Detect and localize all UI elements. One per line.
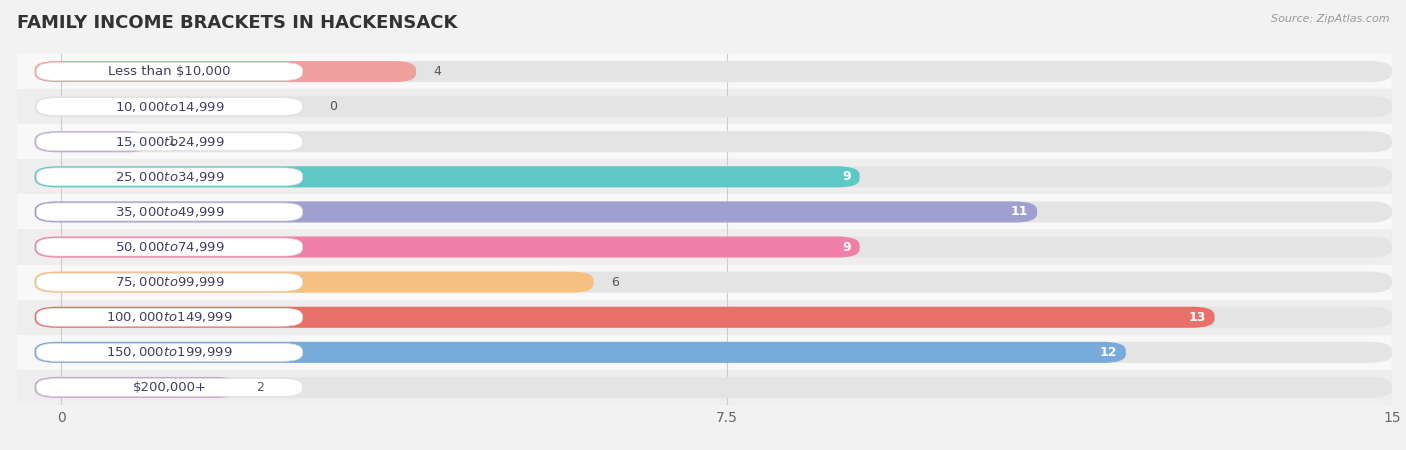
FancyBboxPatch shape: [35, 342, 1126, 363]
Text: 9: 9: [842, 241, 851, 253]
Text: $150,000 to $199,999: $150,000 to $199,999: [107, 345, 233, 360]
FancyBboxPatch shape: [35, 307, 1215, 328]
FancyBboxPatch shape: [35, 377, 239, 398]
Text: $25,000 to $34,999: $25,000 to $34,999: [115, 170, 225, 184]
FancyBboxPatch shape: [37, 238, 302, 256]
FancyBboxPatch shape: [37, 203, 302, 221]
Text: 2: 2: [256, 381, 264, 394]
Text: 4: 4: [434, 65, 441, 78]
FancyBboxPatch shape: [37, 63, 302, 81]
FancyBboxPatch shape: [35, 272, 593, 292]
Text: $50,000 to $74,999: $50,000 to $74,999: [115, 240, 225, 254]
Text: 6: 6: [612, 276, 619, 288]
FancyBboxPatch shape: [35, 202, 1392, 222]
Text: 13: 13: [1188, 311, 1205, 324]
FancyBboxPatch shape: [37, 308, 302, 326]
FancyBboxPatch shape: [35, 377, 1392, 398]
FancyBboxPatch shape: [35, 131, 150, 152]
FancyBboxPatch shape: [35, 237, 859, 257]
FancyBboxPatch shape: [35, 202, 1038, 222]
FancyBboxPatch shape: [35, 166, 859, 187]
FancyBboxPatch shape: [37, 273, 302, 291]
FancyBboxPatch shape: [35, 166, 1392, 187]
Text: Less than $10,000: Less than $10,000: [108, 65, 231, 78]
FancyBboxPatch shape: [35, 131, 1392, 152]
FancyBboxPatch shape: [17, 159, 1392, 194]
Text: $15,000 to $24,999: $15,000 to $24,999: [115, 135, 225, 149]
FancyBboxPatch shape: [37, 378, 302, 396]
FancyBboxPatch shape: [37, 168, 302, 186]
Text: FAMILY INCOME BRACKETS IN HACKENSACK: FAMILY INCOME BRACKETS IN HACKENSACK: [17, 14, 457, 32]
FancyBboxPatch shape: [35, 272, 1392, 292]
FancyBboxPatch shape: [35, 61, 1392, 82]
FancyBboxPatch shape: [35, 342, 1392, 363]
FancyBboxPatch shape: [17, 370, 1392, 405]
FancyBboxPatch shape: [37, 133, 302, 151]
Text: 1: 1: [167, 135, 176, 148]
Text: 12: 12: [1099, 346, 1116, 359]
Text: $75,000 to $99,999: $75,000 to $99,999: [115, 275, 225, 289]
FancyBboxPatch shape: [17, 300, 1392, 335]
FancyBboxPatch shape: [35, 237, 1392, 257]
FancyBboxPatch shape: [17, 54, 1392, 89]
FancyBboxPatch shape: [35, 96, 1392, 117]
FancyBboxPatch shape: [17, 230, 1392, 265]
Text: 9: 9: [842, 171, 851, 183]
FancyBboxPatch shape: [37, 98, 302, 116]
FancyBboxPatch shape: [17, 335, 1392, 370]
Text: 11: 11: [1011, 206, 1028, 218]
Text: $100,000 to $149,999: $100,000 to $149,999: [107, 310, 233, 324]
Text: Source: ZipAtlas.com: Source: ZipAtlas.com: [1271, 14, 1389, 23]
FancyBboxPatch shape: [17, 124, 1392, 159]
FancyBboxPatch shape: [35, 307, 1392, 328]
FancyBboxPatch shape: [17, 89, 1392, 124]
FancyBboxPatch shape: [35, 61, 416, 82]
FancyBboxPatch shape: [37, 343, 302, 361]
Text: $200,000+: $200,000+: [132, 381, 207, 394]
FancyBboxPatch shape: [17, 265, 1392, 300]
Text: $35,000 to $49,999: $35,000 to $49,999: [115, 205, 225, 219]
Text: 0: 0: [329, 100, 337, 113]
FancyBboxPatch shape: [17, 194, 1392, 230]
Text: $10,000 to $14,999: $10,000 to $14,999: [115, 99, 225, 114]
